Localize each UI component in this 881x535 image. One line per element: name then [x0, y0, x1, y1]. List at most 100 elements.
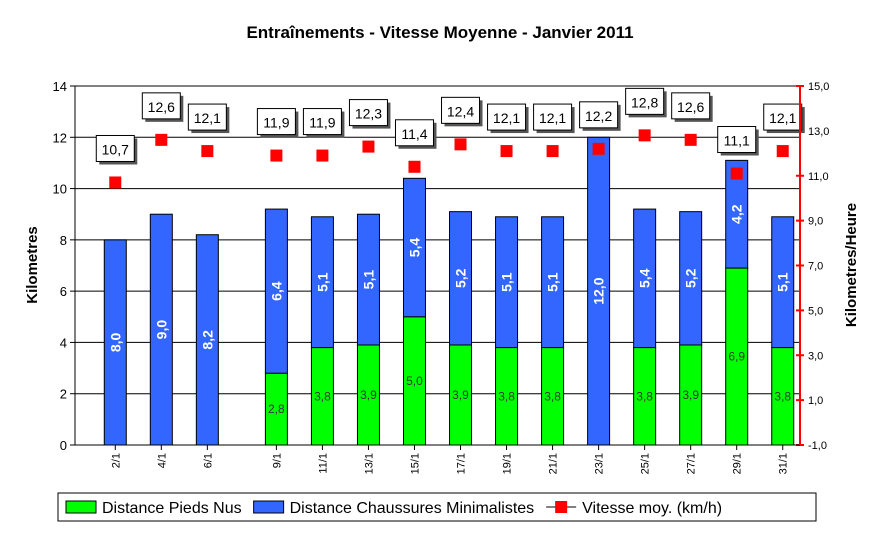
legend-label: Vitesse moy. (km/h)	[582, 500, 722, 517]
marker	[454, 138, 467, 151]
value-label: 12,0	[591, 277, 607, 304]
value-label: 2,8	[268, 402, 285, 416]
bar	[541, 216, 565, 349]
y2-tick-label: 5,0	[808, 305, 823, 317]
bar	[449, 211, 473, 346]
marker	[776, 145, 789, 158]
label-box	[95, 134, 135, 162]
value-label: 11,9	[263, 115, 289, 131]
value-label: 3,8	[544, 389, 561, 403]
label-box	[763, 103, 803, 131]
value-label: 3,8	[774, 389, 791, 403]
y2-tick-label: 7,0	[808, 261, 823, 273]
bar	[310, 216, 334, 349]
x-tick-label: 25/1	[640, 453, 652, 474]
y-tick-label: 0	[60, 438, 67, 453]
value-label: 12,1	[539, 110, 566, 126]
value-label: 5,1	[314, 272, 330, 292]
label-box	[141, 92, 181, 120]
marker	[638, 129, 651, 142]
marker	[362, 140, 375, 153]
value-label: 5,1	[545, 272, 561, 292]
label-box	[579, 101, 619, 129]
y2-tick-label: 1,0	[808, 395, 823, 407]
legend-swatch	[65, 500, 97, 514]
marker	[408, 160, 421, 173]
value-label: 11,1	[724, 133, 750, 149]
marker	[730, 167, 743, 180]
value-label: 11,4	[401, 126, 427, 142]
value-label: 12,6	[148, 99, 175, 115]
value-label: 4,2	[729, 204, 745, 224]
value-label: 5,2	[453, 268, 469, 288]
value-label: 3,9	[360, 388, 377, 402]
bar	[402, 177, 426, 318]
label-box	[394, 119, 434, 147]
legend-frame	[57, 492, 817, 522]
x-tick-label: 2/1	[110, 453, 122, 468]
value-label: 8,0	[107, 332, 123, 352]
label-box	[717, 126, 757, 154]
x-tick-label: 21/1	[548, 453, 560, 474]
bar	[633, 208, 657, 349]
value-label: 3,8	[314, 389, 331, 403]
value-label: 5,1	[775, 272, 791, 292]
y-tick-label: 6	[60, 284, 67, 299]
value-label: 6,9	[728, 350, 745, 364]
value-label: 8,2	[199, 330, 215, 350]
value-label: 5,4	[637, 268, 653, 288]
value-label: 5,0	[406, 374, 423, 388]
value-label: 5,1	[499, 272, 515, 292]
marker	[592, 142, 605, 155]
label-box	[302, 108, 342, 136]
label-box	[256, 108, 296, 136]
label-box	[533, 103, 573, 131]
value-label: 5,4	[406, 238, 422, 258]
x-tick-label: 23/1	[594, 453, 606, 474]
marker	[109, 176, 122, 189]
y2-tick-label: -1,0	[808, 440, 827, 452]
x-tick-label: 17/1	[456, 453, 468, 474]
value-label: 3,9	[682, 388, 699, 402]
x-tick-label: 29/1	[732, 453, 744, 474]
label-box	[671, 92, 711, 120]
label-box	[187, 103, 227, 131]
value-label: 12,8	[631, 94, 658, 110]
y-axis-label: Kilometres	[24, 226, 41, 304]
value-label: 5,1	[360, 270, 376, 290]
x-tick-label: 9/1	[271, 453, 283, 468]
bar	[264, 208, 288, 374]
bar	[495, 216, 519, 349]
x-tick-label: 6/1	[202, 453, 214, 468]
legend-label: Distance Pieds Nus	[102, 500, 242, 517]
legend-swatch	[555, 501, 568, 513]
value-label: 12,4	[447, 103, 474, 119]
label-box	[625, 87, 665, 115]
y-tick-label: 2	[60, 387, 67, 402]
y-tick-label: 10	[53, 182, 67, 197]
bar	[725, 159, 749, 269]
label-box	[487, 103, 527, 131]
value-label: 6,4	[268, 281, 284, 301]
value-label: 3,8	[498, 389, 515, 403]
x-tick-label: 19/1	[502, 453, 514, 474]
marker	[316, 149, 329, 162]
value-label: 9,0	[153, 320, 169, 340]
bar	[356, 213, 380, 346]
y2-axis-label: Kilometres/Heure	[843, 203, 860, 327]
y-tick-label: 8	[60, 233, 67, 248]
legend: Distance Pieds Nus Distance Chaussures Mi…	[57, 492, 817, 522]
marker	[546, 145, 559, 158]
x-tick-label: 27/1	[686, 453, 698, 474]
value-label: 12,6	[677, 99, 704, 115]
value-label: 3,8	[636, 389, 653, 403]
value-label: 12,1	[493, 110, 520, 126]
y2-tick-label: 9,0	[808, 216, 823, 228]
y2-tick-label: 15,0	[808, 81, 829, 93]
y-tick-label: 4	[60, 335, 67, 350]
marker	[500, 145, 513, 158]
label-box	[348, 99, 388, 127]
marker	[684, 133, 697, 146]
x-tick-label: 15/1	[409, 453, 421, 474]
